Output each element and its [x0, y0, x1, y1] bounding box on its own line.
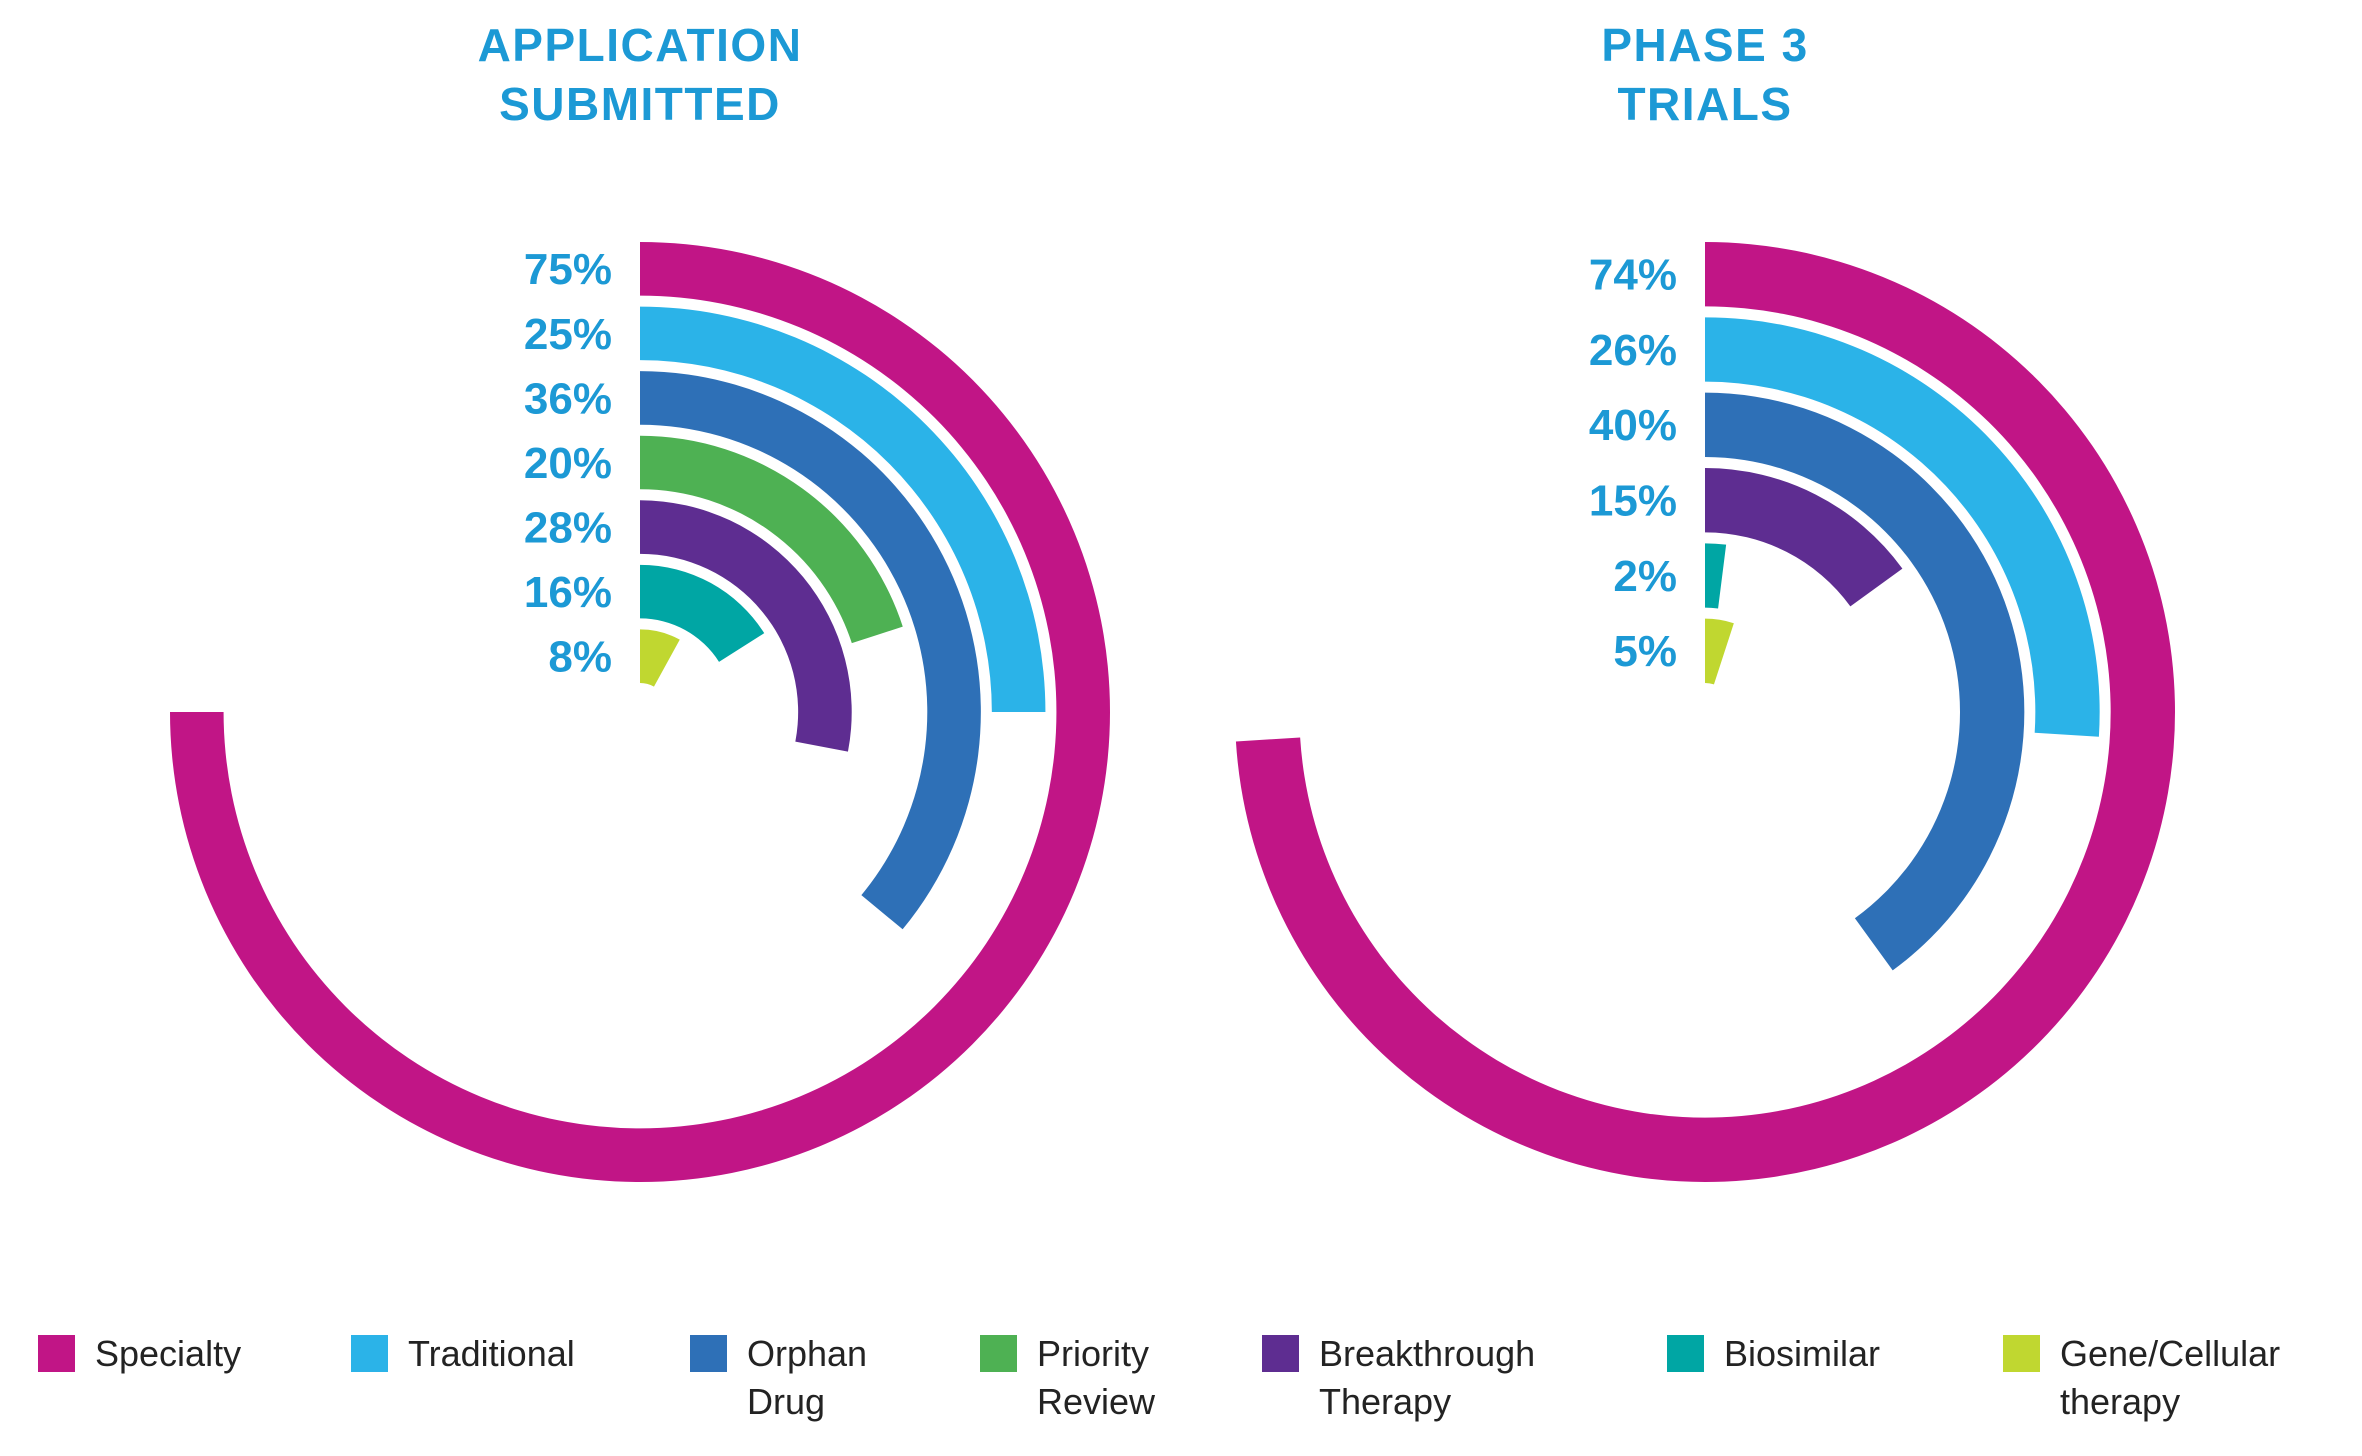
ring-gene-cellular-therapy — [640, 629, 680, 687]
ring-value-label-specialty: 75% — [524, 245, 612, 294]
legend-label-orphan-drug: Orphan Drug — [747, 1333, 868, 1422]
ring-biosimilar — [640, 564, 765, 662]
ring-value-label-traditional: 26% — [1589, 326, 1677, 375]
ring-priority-review — [640, 435, 903, 644]
ring-value-label-orphan-drug: 40% — [1589, 401, 1677, 450]
legend-label-biosimilar: Biosimilar — [1724, 1333, 1881, 1374]
ring-specialty — [1235, 242, 2175, 1182]
legend-item-gene-cellular-therapy: Gene/Cellular therapy — [2003, 1330, 2280, 1426]
ring-biosimilar — [1705, 543, 1727, 609]
ring-value-label-breakthrough-therapy: 15% — [1589, 477, 1677, 526]
legend-item-biosimilar: Biosimilar — [1667, 1330, 1880, 1378]
legend-item-breakthrough-therapy: Breakthrough Therapy — [1262, 1330, 1535, 1426]
ring-gene-cellular-therapy — [1705, 618, 1734, 685]
legend-swatch-specialty — [38, 1335, 75, 1372]
ring-value-label-biosimilar: 16% — [524, 568, 612, 617]
legend-item-orphan-drug: Orphan Drug — [690, 1330, 867, 1426]
chart-title-application-submitted: APPLICATION SUBMITTED — [477, 19, 803, 130]
ring-value-label-gene-cellular-therapy: 8% — [548, 633, 612, 682]
legend-swatch-traditional — [351, 1335, 388, 1372]
legend-label-priority-review: Priority Review — [1037, 1333, 1156, 1422]
legend-swatch-orphan-drug — [690, 1335, 727, 1372]
legend-label-specialty: Specialty — [95, 1333, 242, 1374]
chart-phase-3-trials: 74% 26% 40% 15% 2% 5% — [1235, 242, 2175, 1182]
ring-value-label-priority-review: 20% — [524, 439, 612, 488]
ring-value-label-specialty: 74% — [1589, 251, 1677, 300]
ring-value-label-gene-cellular-therapy: 5% — [1613, 627, 1677, 676]
legend-swatch-breakthrough-therapy — [1262, 1335, 1299, 1372]
legend-label-gene-cellular-therapy: Gene/Cellular therapy — [2060, 1333, 2281, 1422]
ring-value-label-traditional: 25% — [524, 310, 612, 359]
ring-breakthrough-therapy — [640, 500, 852, 752]
ring-value-label-orphan-drug: 36% — [524, 374, 612, 423]
legend-label-traditional: Traditional — [408, 1333, 575, 1374]
ring-traditional — [1705, 317, 2100, 737]
chart-application-submitted: 75% 25% 36% 20% 28% 16% 8% — [170, 242, 1110, 1182]
ring-value-label-biosimilar: 2% — [1613, 552, 1677, 601]
legend-label-breakthrough-therapy: Breakthrough Therapy — [1319, 1333, 1536, 1422]
legend-swatch-gene-cellular-therapy — [2003, 1335, 2040, 1372]
ring-traditional — [640, 306, 1046, 712]
ring-orphan-drug — [1705, 392, 2025, 971]
legend-item-priority-review: Priority Review — [980, 1330, 1155, 1426]
ring-breakthrough-therapy — [1705, 468, 1903, 607]
legend-item-specialty: Specialty — [38, 1330, 241, 1378]
legend-swatch-priority-review — [980, 1335, 1017, 1372]
legend-item-traditional: Traditional — [351, 1330, 575, 1378]
ring-value-label-breakthrough-therapy: 28% — [524, 503, 612, 552]
legend: Specialty Traditional Orphan Drug Priority … — [0, 1330, 2362, 1456]
ring-orphan-drug — [640, 371, 981, 930]
chart-title-phase-3-trials: PHASE 3 TRIALS — [1601, 19, 1809, 130]
legend-swatch-biosimilar — [1667, 1335, 1704, 1372]
